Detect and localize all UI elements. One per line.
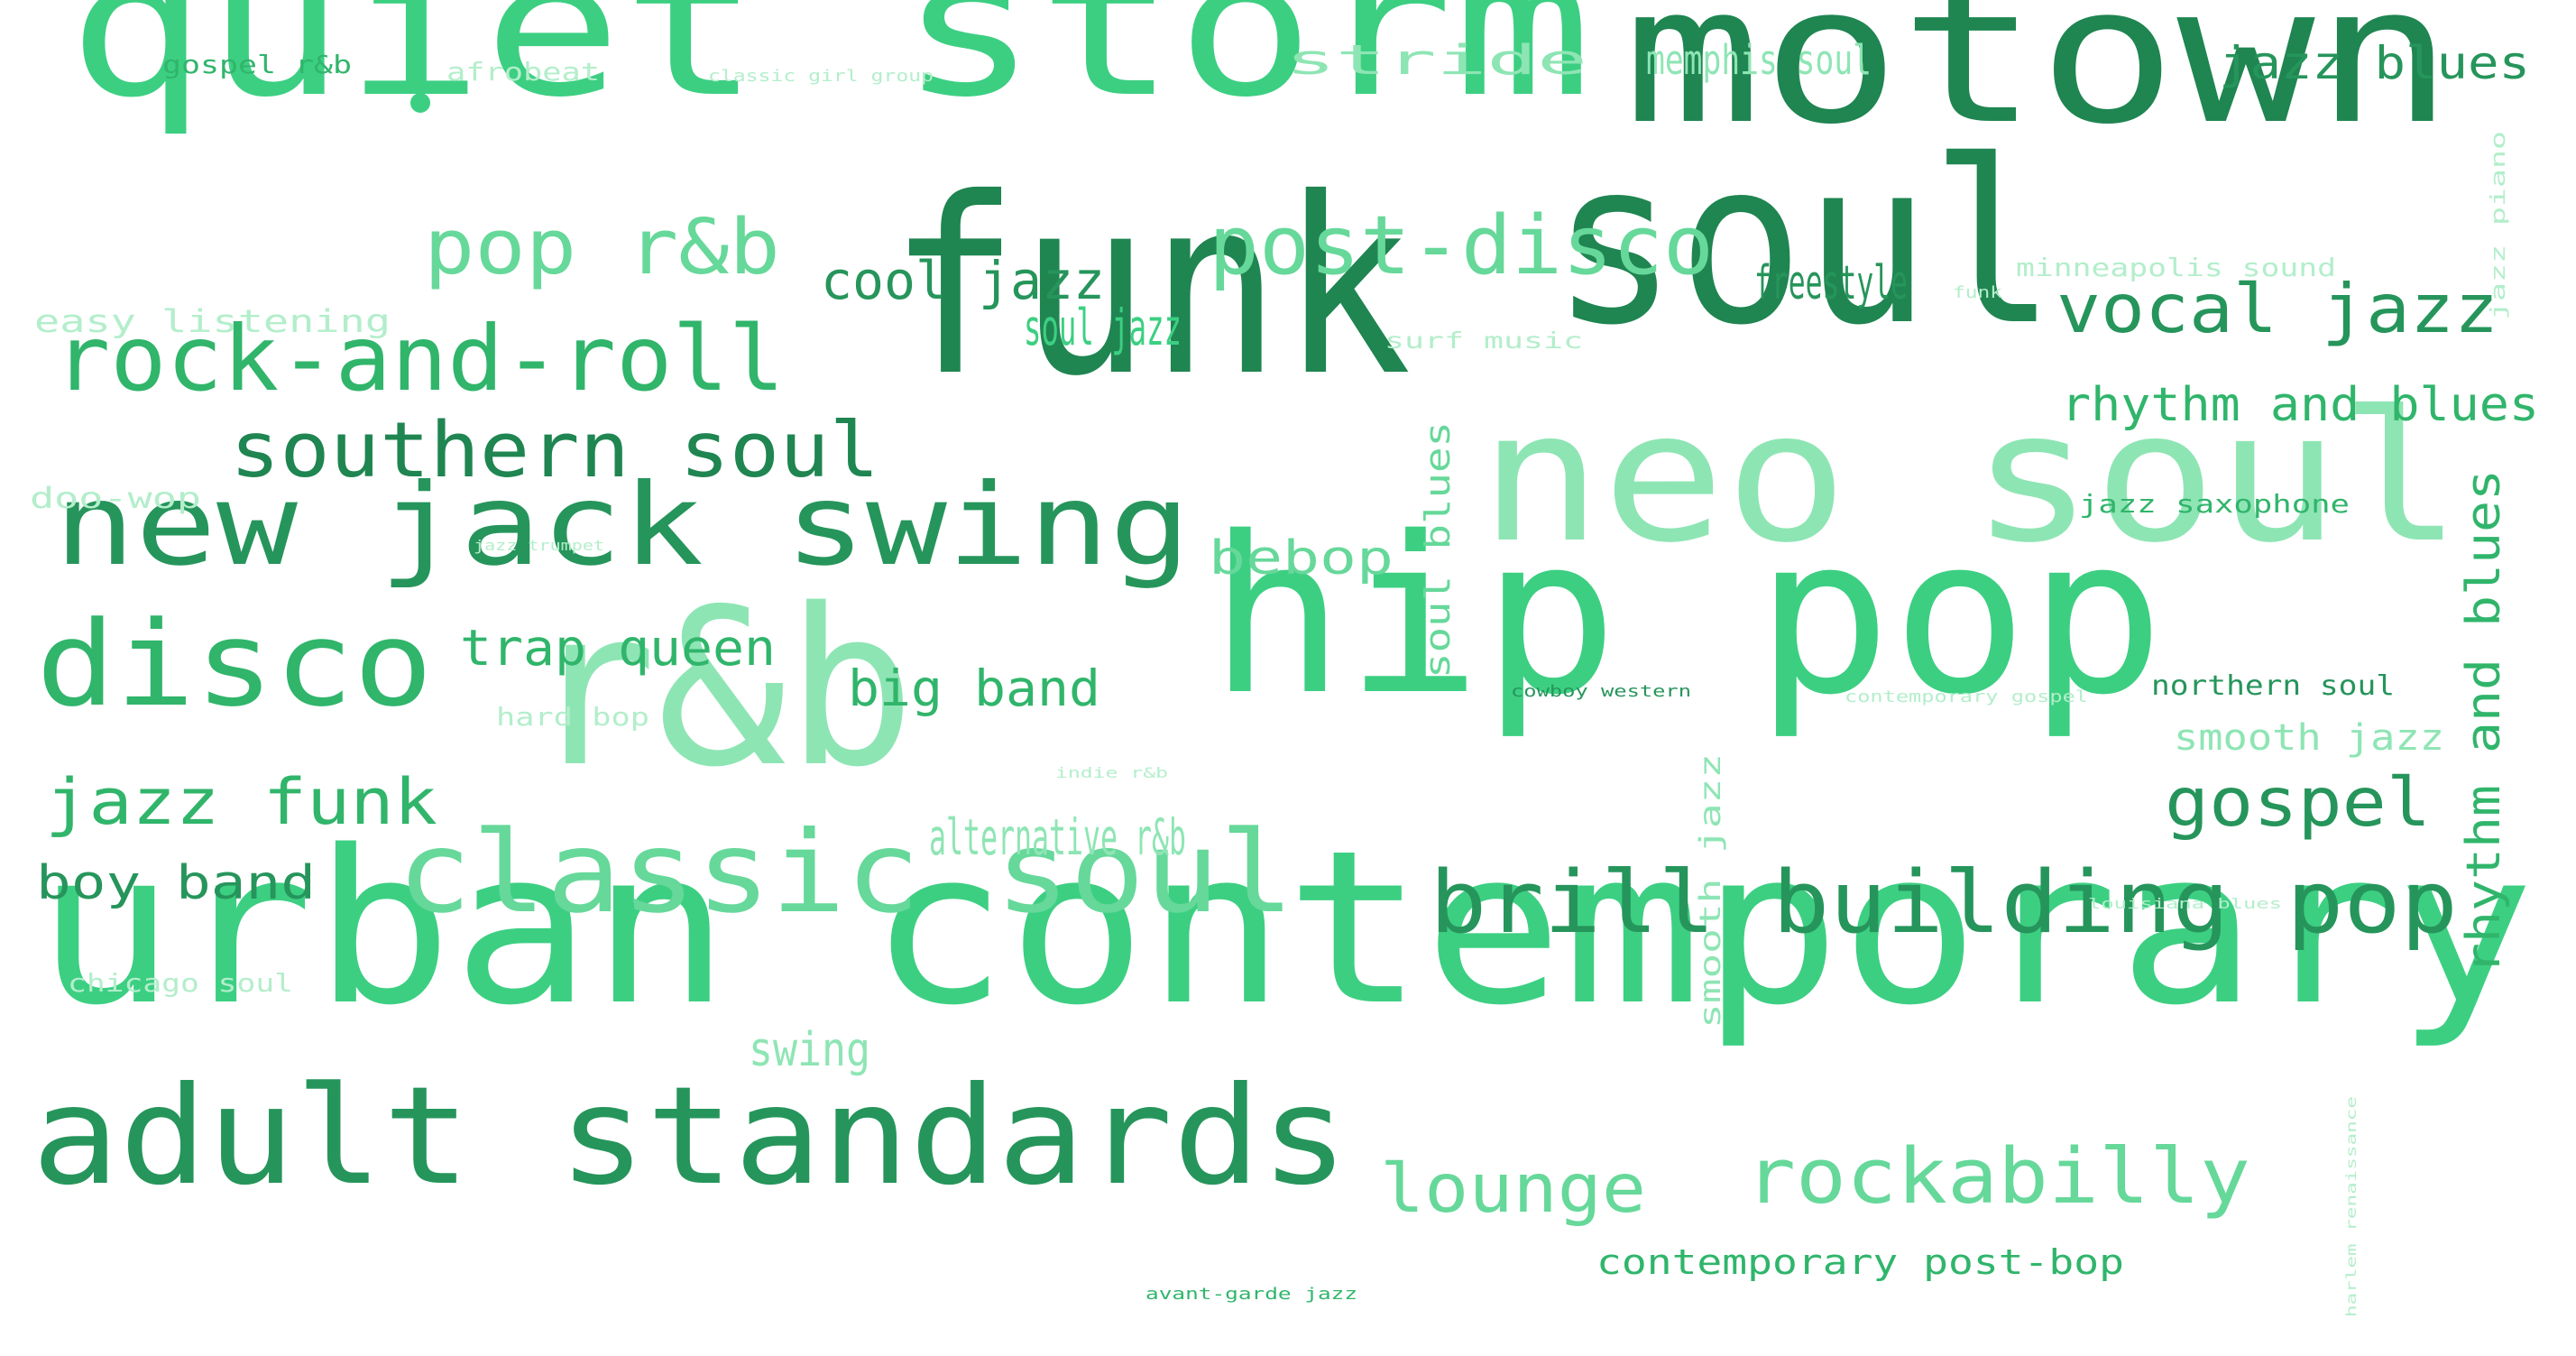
word-jazz-piano: jazz piano	[2488, 131, 2510, 320]
word-jazz-trumpet: jazz trumpet	[474, 537, 604, 555]
word-boy-band: big band	[848, 660, 1100, 717]
dot-mark	[410, 93, 430, 113]
word-doo-wop: doo-wop	[30, 481, 201, 516]
word-classic-soul: classic soul	[397, 807, 1294, 938]
word-big-band: alternative r&b	[929, 808, 1186, 866]
word-jazz-funk: jazz funk	[45, 765, 437, 839]
word-avant-garde-jazz: avant-garde jazz	[1145, 1284, 1357, 1304]
word-jazz-blues: jazz blues	[2219, 37, 2530, 89]
word-surf-music: surf music	[1385, 327, 1583, 354]
word-r-and-b: r&b	[528, 562, 915, 815]
word-rockabilly: rockabilly	[1745, 1132, 2250, 1222]
word-alternative-r-and-b: rhythm and blues	[2061, 378, 2539, 433]
word-smooth-jazz: smooth jazz	[1693, 753, 1727, 1029]
word-jazz: swing	[749, 1023, 870, 1078]
word-new-jack-swing: new jack swing	[54, 460, 1191, 591]
word-funk: funk	[888, 145, 1412, 429]
word-quiet-storm: quiet storm	[68, 0, 1592, 139]
word-motown: motown	[1624, 0, 2453, 166]
word-freestyle: memphis soul	[1646, 36, 1872, 84]
word-contemporary-gospel: contemporary gospel	[1845, 687, 2088, 706]
word-pop-r-and-b: pop r&b	[424, 203, 780, 292]
word-memphis-soul: stride	[1285, 36, 1587, 84]
word-brill-building-pop: brill building pop	[1430, 853, 2458, 953]
word-contemporary-post-bop: contemporary post-bop	[1596, 1241, 2124, 1282]
word-rhythm-and-blues: rhythm and blues	[2457, 469, 2511, 974]
word-stride: bebop	[1209, 531, 1394, 586]
word-jazz-saxophone: jazz saxophone	[2079, 488, 2350, 519]
word-gospel-r-and-b: gospel r&b	[162, 49, 352, 79]
word-funk-small: funk	[1953, 282, 2002, 302]
word-indie-r-and-b: indie r&b	[1055, 764, 1168, 782]
word-lounge: lounge	[1380, 1148, 1646, 1228]
word-adult-standards: adult standards	[32, 1058, 1348, 1215]
word-disco: disco	[36, 595, 433, 733]
word-trap-queen: trap queen	[460, 619, 776, 677]
word-classic-girl-group: classic girl group	[708, 66, 934, 86]
word-bebop: soul jazz	[1024, 299, 1182, 356]
word-urban-contemporary: urban contemporary	[36, 806, 2535, 1052]
word-soul-blues: soul blues	[1418, 421, 1458, 678]
word-minneapolis-sound: minneapolis sound	[2016, 252, 2336, 282]
word-gospel: gospel	[2165, 762, 2431, 842]
word-neo-soul: neo soul	[1479, 373, 2462, 583]
word-soul: soul	[1551, 112, 2056, 374]
word-post-disco: post-disco	[1209, 198, 1714, 293]
word-cool-jazz: cool jazz	[821, 249, 1105, 311]
word-rock-and-roll: rock-and-roll	[54, 306, 785, 411]
word-philly-soul: smooth jazz	[2174, 717, 2444, 759]
word-southern-soul: southern soul	[230, 406, 879, 495]
word-harlem-renaissance: harlem renaissance	[2343, 1096, 2360, 1317]
word-hard-bop: hard bop	[496, 701, 649, 732]
word-soul-jazz: boy band	[36, 856, 316, 911]
word-louisiana-blues: louisiana blues	[2088, 895, 2282, 913]
word-afrobeat: afrobeat	[446, 56, 600, 87]
word-easy-listening: easy listening	[34, 304, 391, 340]
word-hip-pop: hip pop	[1209, 490, 2165, 743]
word-northern-soul: northern soul	[2151, 670, 2395, 702]
word-vocal-jazz: vocal jazz	[2056, 269, 2498, 348]
word-chicago-soul: chicago soul	[68, 967, 293, 998]
word-swing: freestyle	[1754, 256, 1908, 311]
word-cowboy-western: cowboy western	[1511, 681, 1691, 701]
